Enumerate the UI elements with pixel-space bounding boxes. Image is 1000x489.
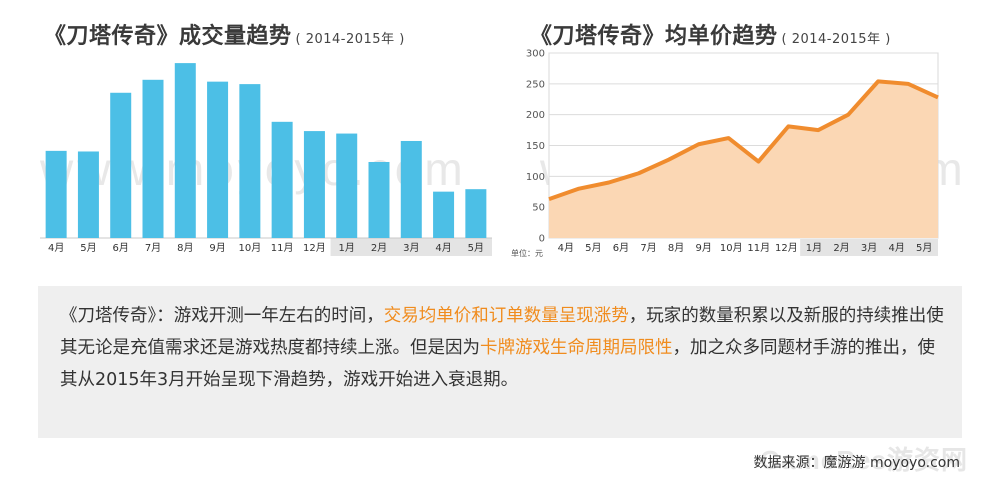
year-2015-band: [800, 239, 938, 256]
x-tick-label: 4月: [48, 242, 64, 254]
x-tick-label: 11月: [747, 242, 770, 254]
bar: [45, 150, 67, 238]
bar-chart-title: 《刀塔传奇》成交量趋势( 2014-2015年 ): [44, 18, 405, 50]
bar: [433, 191, 455, 238]
bar: [110, 92, 132, 239]
area-chart-title-text: 《刀塔传奇》均单价趋势: [530, 24, 778, 49]
x-tick-label: 11月: [271, 242, 294, 254]
x-tick-label: 8月: [177, 242, 193, 254]
x-tick-label: 6月: [113, 242, 129, 254]
bar: [400, 140, 422, 238]
analysis-note-box: 《刀塔传奇》：游戏开测一年左右的时间，交易均单价和订单数量呈现涨势，玩家的数量积…: [38, 286, 962, 438]
x-tick-label: 5月: [585, 242, 601, 254]
y-tick-label: 200: [526, 110, 545, 121]
x-tick-label: 10月: [720, 242, 743, 254]
x-tick-label: 7月: [640, 242, 656, 254]
x-tick-label: 7月: [145, 242, 161, 254]
x-tick-label: 9月: [695, 242, 711, 254]
bar: [336, 133, 358, 238]
x-tick-label: 3月: [403, 242, 419, 254]
x-tick-label: 5月: [80, 242, 96, 254]
y-tick-label: 50: [532, 203, 545, 214]
analysis-note-text: 《刀塔传奇》：游戏开测一年左右的时间，交易均单价和订单数量呈现涨势，玩家的数量积…: [60, 300, 948, 396]
x-tick-label: 2月: [371, 242, 387, 254]
note-text-2: ，玩家的数量积累以及新服的持续推出使其无论是充值需求还是游戏热度都持续上涨。但是…: [60, 306, 944, 358]
bar: [465, 189, 487, 238]
data-source: 数据来源：魔游游 moyoyo.com: [753, 455, 960, 471]
price-line: [548, 79, 939, 202]
y-tick-label: 250: [526, 79, 545, 90]
bar: [207, 81, 229, 239]
bar: [77, 151, 99, 238]
bar-chart: 4月 5月 6月 7月 8月 9月 10月 11月 12月 1月 2月 3月 4月 5月: [40, 63, 492, 256]
x-tick-label: 12月: [303, 242, 326, 254]
bar: [303, 131, 325, 238]
note-text-3: ，加之众多同题材手游的推出，使其从2015年3月开始呈现下滑趋势，游戏开始进入衰…: [60, 338, 935, 390]
bar: [368, 161, 390, 238]
bar-chart-subtitle: ( 2014-2015年 ): [295, 32, 405, 47]
y-tick-label: 300: [526, 49, 545, 60]
x-tick-label: 4月: [435, 242, 451, 254]
year-2015-band: [330, 238, 492, 256]
area-chart-subtitle: ( 2014-2015年 ): [781, 32, 891, 47]
bar: [174, 63, 196, 238]
bar: [142, 79, 164, 239]
x-tick-label: 6月: [613, 242, 629, 254]
x-tick-label: 5月: [468, 242, 484, 254]
bar: [239, 84, 261, 238]
x-tick-label: 4月: [558, 242, 574, 254]
y-tick-label: 100: [526, 172, 545, 183]
note-highlight-2: 卡牌游戏生命周期局限性: [480, 338, 673, 358]
x-tick-label: 1月: [339, 242, 355, 254]
y-tick-label: 150: [526, 141, 545, 152]
unit-label: 单位：元: [511, 248, 543, 258]
x-tick-label: 10月: [238, 242, 261, 254]
gameres-logo-watermark: GameRes游资网: [760, 445, 968, 475]
note-text-1: 《刀塔传奇》：游戏开测一年左右的时间，: [60, 306, 384, 326]
x-tick-label: 8月: [668, 242, 684, 254]
bar-chart-title-text: 《刀塔传奇》成交量趋势: [44, 24, 292, 49]
area-chart-title: 《刀塔传奇》均单价趋势( 2014-2015年 ): [530, 18, 891, 50]
x-tick-label: 3月: [861, 242, 877, 254]
bar: [271, 121, 293, 238]
x-tick-label: 4月: [888, 242, 904, 254]
y-tick-label: 0: [539, 234, 545, 245]
x-tick-label: 1月: [806, 242, 822, 254]
x-tick-label: 9月: [209, 242, 225, 254]
x-tick-label: 2月: [833, 242, 849, 254]
x-tick-label: 12月: [775, 242, 798, 254]
area-chart: 0 50 100 150 200 250 300 4月 5月 6月 7月 8月 9月 10月 11月 12月 1…: [511, 49, 939, 258]
note-highlight-1: 交易均单价和订单数量呈现涨势: [383, 306, 629, 326]
x-tick-label: 5月: [916, 242, 932, 254]
